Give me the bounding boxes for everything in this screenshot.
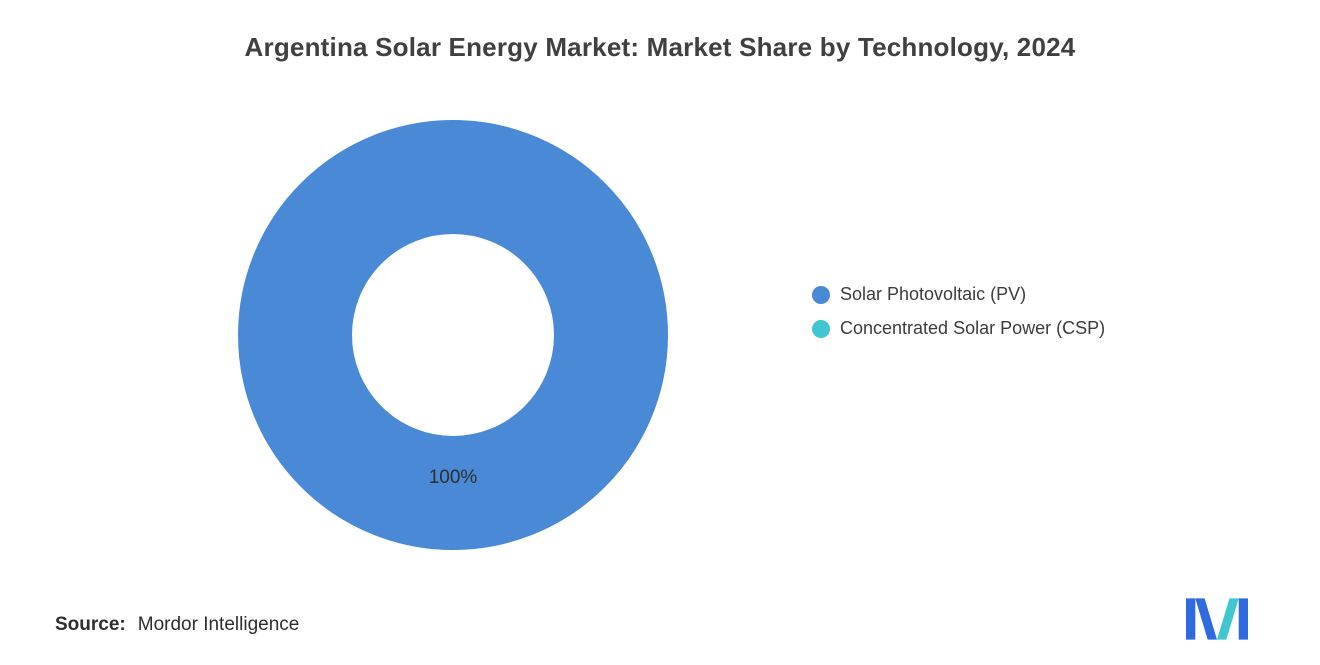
chart-title: Argentina Solar Energy Market: Market Sh…: [244, 32, 1076, 62]
source-line: Source: Mordor Intelligence: [55, 614, 299, 636]
donut-slice-0[interactable]: [238, 120, 668, 550]
source-value: Mordor Intelligence: [137, 614, 300, 635]
mordor-intelligence-logo: [1186, 598, 1248, 640]
legend-dot-pv-icon: [812, 285, 830, 304]
legend-dot-csp-icon: [812, 319, 830, 338]
legend-label-pv: Solar Photovoltaic (PV): [840, 284, 1027, 304]
donut-svg: [238, 120, 668, 550]
donut-chart: 100%: [238, 120, 668, 550]
legend-item-pv[interactable]: Solar Photovoltaic (PV): [812, 284, 1105, 305]
chart-legend: Solar Photovoltaic (PV) Concentrated Sol…: [812, 284, 1105, 339]
source-label: Source:: [55, 614, 126, 635]
legend-label-csp: Concentrated Solar Power (CSP): [840, 318, 1106, 338]
legend-item-csp[interactable]: Concentrated Solar Power (CSP): [812, 318, 1105, 339]
donut-data-label: 100%: [428, 467, 478, 488]
